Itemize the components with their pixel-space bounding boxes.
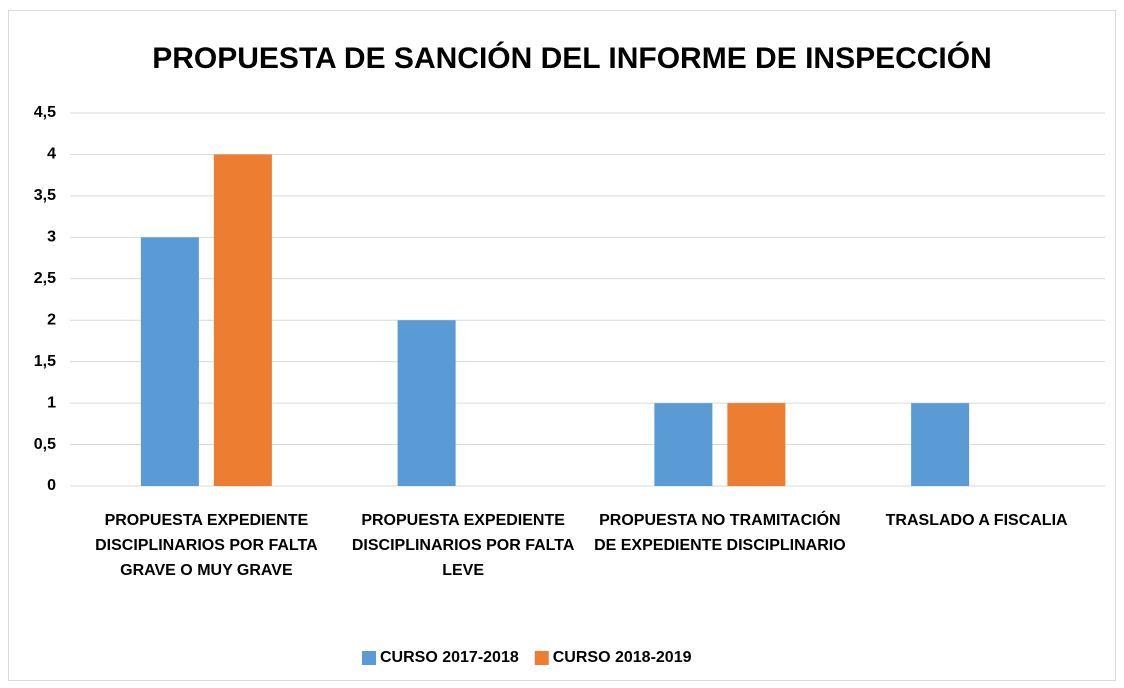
y-tick-label: 0,5	[34, 436, 56, 453]
legend-label: CURSO 2018-2019	[553, 649, 692, 666]
y-tick-label: 2,5	[34, 270, 56, 287]
bar	[727, 403, 786, 486]
y-tick-label: 4	[47, 146, 56, 163]
y-tick-label: 4,5	[34, 104, 56, 121]
y-tick-label: 1	[47, 394, 56, 411]
y-tick-label: 0	[47, 477, 56, 494]
y-tick-label: 2	[47, 311, 56, 328]
x-tick-label: PROPUESTA EXPEDIENTE DISCIPLINARIOS POR …	[95, 512, 318, 579]
y-tick-label: 3	[47, 229, 56, 246]
bar	[140, 237, 199, 486]
chart-title: PROPUESTA DE SANCIÓN DEL INFORME DE INSP…	[152, 41, 992, 75]
x-tick-label: PROPUESTA NO TRAMITACIÓN DE EXPEDIENTE D…	[594, 512, 846, 554]
x-tick-label: TRASLADO A FISCALIA	[885, 512, 1068, 529]
bar	[213, 154, 272, 486]
legend-swatch	[362, 651, 376, 665]
y-tick-label: 1,5	[34, 353, 56, 370]
x-tick-label: PROPUESTA EXPEDIENTE DISCIPLINARIOS POR …	[351, 512, 575, 579]
legend-label: CURSO 2017-2018	[380, 649, 519, 666]
bar	[654, 403, 713, 486]
y-tick-label: 3,5	[34, 187, 56, 204]
legend-swatch	[534, 651, 549, 665]
bar	[911, 403, 970, 486]
bar	[397, 320, 456, 486]
